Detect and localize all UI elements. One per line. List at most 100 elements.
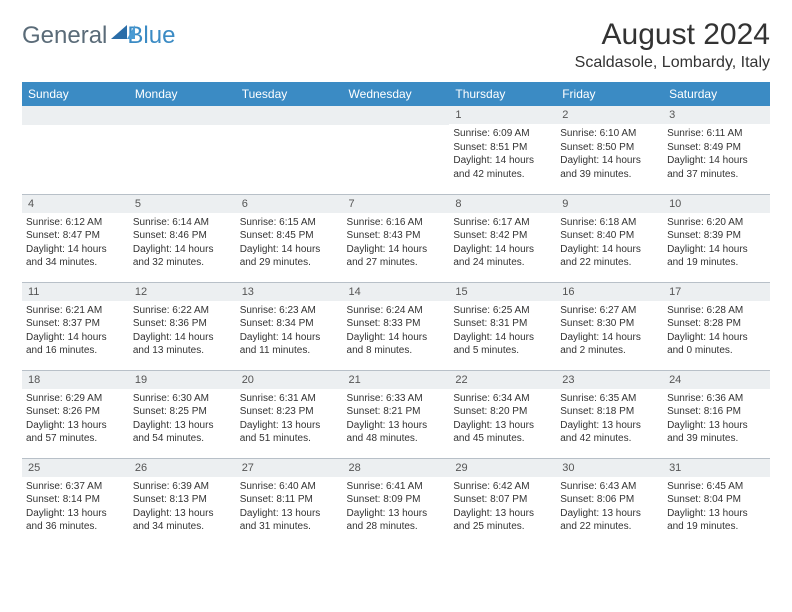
calendar-cell: 7Sunrise: 6:16 AMSunset: 8:43 PMDaylight…	[343, 194, 450, 282]
day-number: 23	[556, 371, 663, 389]
day-number: 11	[22, 283, 129, 301]
day-number: 12	[129, 283, 236, 301]
day-details: Sunrise: 6:17 AMSunset: 8:42 PMDaylight:…	[449, 213, 556, 272]
calendar-cell	[236, 106, 343, 194]
day-details: Sunrise: 6:28 AMSunset: 8:28 PMDaylight:…	[663, 301, 770, 360]
calendar-cell: 27Sunrise: 6:40 AMSunset: 8:11 PMDayligh…	[236, 458, 343, 546]
calendar-row: 1Sunrise: 6:09 AMSunset: 8:51 PMDaylight…	[22, 106, 770, 194]
calendar-cell: 29Sunrise: 6:42 AMSunset: 8:07 PMDayligh…	[449, 458, 556, 546]
day-details: Sunrise: 6:37 AMSunset: 8:14 PMDaylight:…	[22, 477, 129, 536]
day-details: Sunrise: 6:34 AMSunset: 8:20 PMDaylight:…	[449, 389, 556, 448]
weekday-header: Sunday	[22, 82, 129, 106]
day-details: Sunrise: 6:27 AMSunset: 8:30 PMDaylight:…	[556, 301, 663, 360]
day-details: Sunrise: 6:29 AMSunset: 8:26 PMDaylight:…	[22, 389, 129, 448]
day-number: 9	[556, 195, 663, 213]
day-details: Sunrise: 6:30 AMSunset: 8:25 PMDaylight:…	[129, 389, 236, 448]
day-details: Sunrise: 6:14 AMSunset: 8:46 PMDaylight:…	[129, 213, 236, 272]
calendar-cell: 18Sunrise: 6:29 AMSunset: 8:26 PMDayligh…	[22, 370, 129, 458]
calendar-cell: 12Sunrise: 6:22 AMSunset: 8:36 PMDayligh…	[129, 282, 236, 370]
calendar-row: 25Sunrise: 6:37 AMSunset: 8:14 PMDayligh…	[22, 458, 770, 546]
day-details: Sunrise: 6:23 AMSunset: 8:34 PMDaylight:…	[236, 301, 343, 360]
day-details: Sunrise: 6:15 AMSunset: 8:45 PMDaylight:…	[236, 213, 343, 272]
weekday-header: Thursday	[449, 82, 556, 106]
calendar-body: 1Sunrise: 6:09 AMSunset: 8:51 PMDaylight…	[22, 106, 770, 546]
calendar-cell: 1Sunrise: 6:09 AMSunset: 8:51 PMDaylight…	[449, 106, 556, 194]
day-number: 6	[236, 195, 343, 213]
calendar-cell: 8Sunrise: 6:17 AMSunset: 8:42 PMDaylight…	[449, 194, 556, 282]
calendar-cell: 28Sunrise: 6:41 AMSunset: 8:09 PMDayligh…	[343, 458, 450, 546]
day-details: Sunrise: 6:40 AMSunset: 8:11 PMDaylight:…	[236, 477, 343, 536]
calendar-cell: 5Sunrise: 6:14 AMSunset: 8:46 PMDaylight…	[129, 194, 236, 282]
day-number: 21	[343, 371, 450, 389]
day-details: Sunrise: 6:42 AMSunset: 8:07 PMDaylight:…	[449, 477, 556, 536]
calendar-cell: 22Sunrise: 6:34 AMSunset: 8:20 PMDayligh…	[449, 370, 556, 458]
calendar-table: SundayMondayTuesdayWednesdayThursdayFrid…	[22, 82, 770, 546]
calendar-cell: 10Sunrise: 6:20 AMSunset: 8:39 PMDayligh…	[663, 194, 770, 282]
calendar-row: 11Sunrise: 6:21 AMSunset: 8:37 PMDayligh…	[22, 282, 770, 370]
day-details: Sunrise: 6:45 AMSunset: 8:04 PMDaylight:…	[663, 477, 770, 536]
calendar-cell	[343, 106, 450, 194]
sail-icon	[111, 25, 127, 39]
day-details: Sunrise: 6:25 AMSunset: 8:31 PMDaylight:…	[449, 301, 556, 360]
weekday-header: Saturday	[663, 82, 770, 106]
day-details: Sunrise: 6:24 AMSunset: 8:33 PMDaylight:…	[343, 301, 450, 360]
empty-day-head	[343, 106, 450, 125]
day-number: 2	[556, 106, 663, 124]
day-details: Sunrise: 6:18 AMSunset: 8:40 PMDaylight:…	[556, 213, 663, 272]
day-details: Sunrise: 6:43 AMSunset: 8:06 PMDaylight:…	[556, 477, 663, 536]
calendar-cell: 24Sunrise: 6:36 AMSunset: 8:16 PMDayligh…	[663, 370, 770, 458]
calendar-row: 18Sunrise: 6:29 AMSunset: 8:26 PMDayligh…	[22, 370, 770, 458]
brand-logo: General Blue	[22, 18, 175, 50]
calendar-cell: 6Sunrise: 6:15 AMSunset: 8:45 PMDaylight…	[236, 194, 343, 282]
day-details: Sunrise: 6:31 AMSunset: 8:23 PMDaylight:…	[236, 389, 343, 448]
day-details: Sunrise: 6:11 AMSunset: 8:49 PMDaylight:…	[663, 124, 770, 183]
calendar-cell: 19Sunrise: 6:30 AMSunset: 8:25 PMDayligh…	[129, 370, 236, 458]
day-details: Sunrise: 6:39 AMSunset: 8:13 PMDaylight:…	[129, 477, 236, 536]
calendar-cell: 4Sunrise: 6:12 AMSunset: 8:47 PMDaylight…	[22, 194, 129, 282]
day-details: Sunrise: 6:21 AMSunset: 8:37 PMDaylight:…	[22, 301, 129, 360]
day-number: 3	[663, 106, 770, 124]
day-number: 17	[663, 283, 770, 301]
day-number: 18	[22, 371, 129, 389]
empty-day-head	[236, 106, 343, 125]
calendar-cell: 17Sunrise: 6:28 AMSunset: 8:28 PMDayligh…	[663, 282, 770, 370]
calendar-cell: 3Sunrise: 6:11 AMSunset: 8:49 PMDaylight…	[663, 106, 770, 194]
day-number: 4	[22, 195, 129, 213]
day-number: 14	[343, 283, 450, 301]
calendar-cell: 9Sunrise: 6:18 AMSunset: 8:40 PMDaylight…	[556, 194, 663, 282]
day-number: 24	[663, 371, 770, 389]
day-details: Sunrise: 6:16 AMSunset: 8:43 PMDaylight:…	[343, 213, 450, 272]
calendar-cell: 11Sunrise: 6:21 AMSunset: 8:37 PMDayligh…	[22, 282, 129, 370]
day-details: Sunrise: 6:12 AMSunset: 8:47 PMDaylight:…	[22, 213, 129, 272]
day-number: 30	[556, 459, 663, 477]
empty-day-head	[22, 106, 129, 125]
day-details: Sunrise: 6:10 AMSunset: 8:50 PMDaylight:…	[556, 124, 663, 183]
weekday-header: Monday	[129, 82, 236, 106]
day-details: Sunrise: 6:33 AMSunset: 8:21 PMDaylight:…	[343, 389, 450, 448]
month-title: August 2024	[575, 18, 770, 52]
day-number: 28	[343, 459, 450, 477]
calendar-cell: 15Sunrise: 6:25 AMSunset: 8:31 PMDayligh…	[449, 282, 556, 370]
calendar-cell: 21Sunrise: 6:33 AMSunset: 8:21 PMDayligh…	[343, 370, 450, 458]
day-number: 7	[343, 195, 450, 213]
day-number: 31	[663, 459, 770, 477]
calendar-cell: 14Sunrise: 6:24 AMSunset: 8:33 PMDayligh…	[343, 282, 450, 370]
calendar-cell: 23Sunrise: 6:35 AMSunset: 8:18 PMDayligh…	[556, 370, 663, 458]
calendar-cell: 26Sunrise: 6:39 AMSunset: 8:13 PMDayligh…	[129, 458, 236, 546]
day-details: Sunrise: 6:36 AMSunset: 8:16 PMDaylight:…	[663, 389, 770, 448]
day-details: Sunrise: 6:41 AMSunset: 8:09 PMDaylight:…	[343, 477, 450, 536]
day-number: 15	[449, 283, 556, 301]
day-details: Sunrise: 6:22 AMSunset: 8:36 PMDaylight:…	[129, 301, 236, 360]
title-block: August 2024 Scaldasole, Lombardy, Italy	[575, 18, 770, 72]
calendar-cell: 20Sunrise: 6:31 AMSunset: 8:23 PMDayligh…	[236, 370, 343, 458]
calendar-cell: 16Sunrise: 6:27 AMSunset: 8:30 PMDayligh…	[556, 282, 663, 370]
calendar-cell: 31Sunrise: 6:45 AMSunset: 8:04 PMDayligh…	[663, 458, 770, 546]
day-details: Sunrise: 6:09 AMSunset: 8:51 PMDaylight:…	[449, 124, 556, 183]
day-number: 10	[663, 195, 770, 213]
brand-word-1: General	[22, 22, 107, 50]
day-number: 1	[449, 106, 556, 124]
day-number: 22	[449, 371, 556, 389]
calendar-header-row: SundayMondayTuesdayWednesdayThursdayFrid…	[22, 82, 770, 106]
weekday-header: Wednesday	[343, 82, 450, 106]
calendar-cell	[22, 106, 129, 194]
